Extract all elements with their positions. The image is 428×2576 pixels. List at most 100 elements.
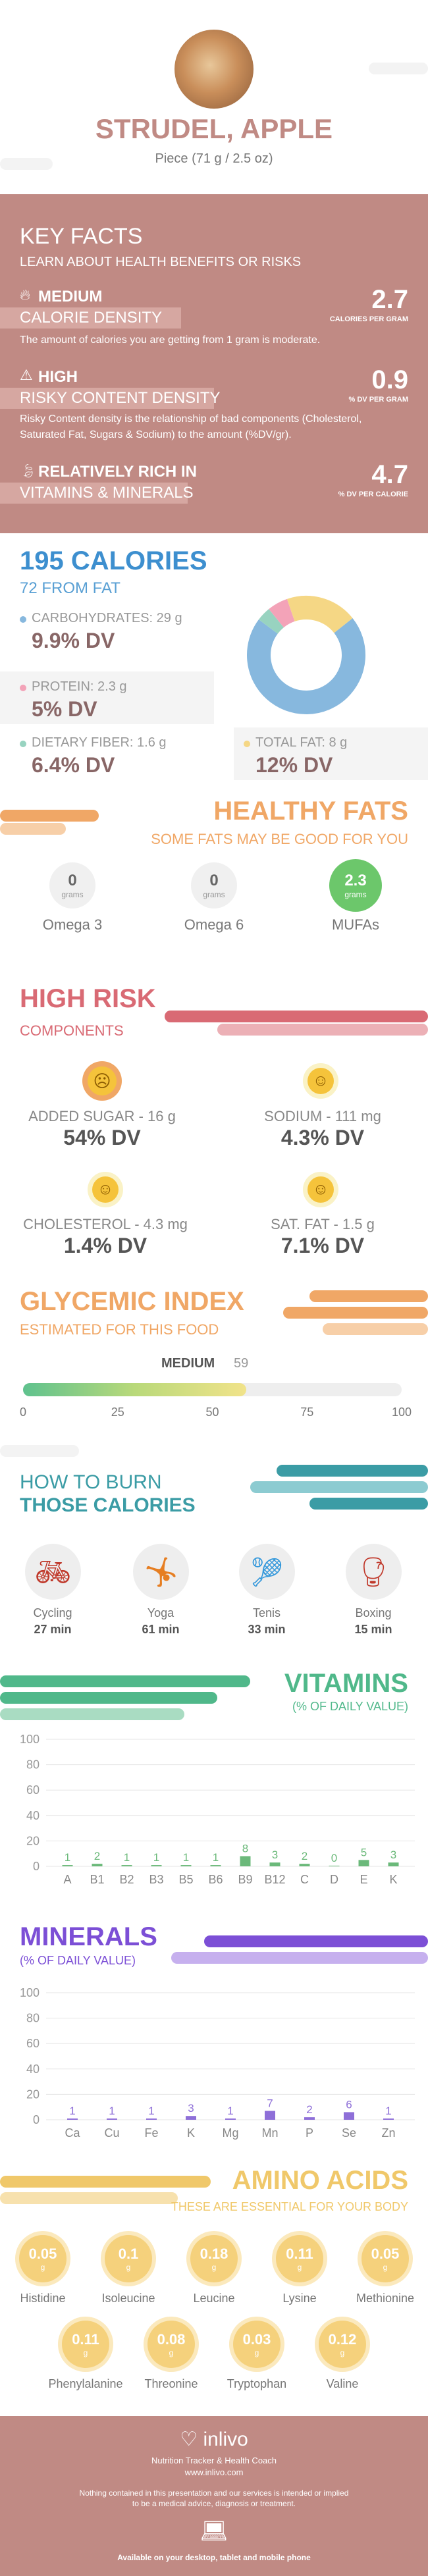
added-sugar-dv: 54% DV: [63, 1126, 141, 1149]
y-tick-label: 100: [20, 1986, 40, 1999]
vitamin-bar-value: 5: [361, 1846, 367, 1858]
footer-available: Available on your desktop, tablet and mo…: [117, 2553, 311, 2562]
omega6-value: 0: [209, 872, 219, 889]
mineral-bar-value: 1: [148, 2105, 154, 2117]
decor-stripe: [217, 1024, 428, 1036]
protein-dot: [20, 685, 26, 691]
yoga-time: 61 min: [142, 1623, 180, 1636]
risky-content-unit: % DV PER GRAM: [348, 396, 408, 404]
mufas-value: 2.3: [344, 872, 367, 889]
y-tick-label: 80: [26, 1758, 40, 1772]
amino-unit: g: [383, 2263, 388, 2272]
decor-stripe: [165, 1011, 428, 1022]
mineral-bar-value: 1: [385, 2105, 391, 2117]
omega3-label: Omega 3: [42, 916, 103, 933]
vitamin-bar-E: [358, 1860, 369, 1866]
decor-stripe: [0, 1675, 250, 1687]
mineral-bar-label: Se: [342, 2126, 356, 2140]
amino-bubble: 0.18 g: [190, 2235, 238, 2282]
amino-label: Isoleucine: [101, 2292, 155, 2305]
amino-value: 0.03: [242, 2331, 271, 2348]
mineral-bar-label: Zn: [381, 2126, 395, 2140]
y-tick-label: 0: [33, 1860, 40, 1873]
cycling-time: 27 min: [34, 1623, 72, 1636]
carbs-dv: 9.9% DV: [32, 629, 115, 652]
vitamin-bar-value: 1: [153, 1851, 159, 1864]
vitamin-bar-B1: [92, 1864, 103, 1866]
heart-icon: ♡: [180, 2429, 198, 2450]
footer: ♡ inlivo Nutrition Tracker & Health Coac…: [0, 2416, 428, 2576]
mineral-bar-value: 1: [109, 2105, 115, 2117]
decor-stripe: [250, 1481, 428, 1493]
vitamin-bar-label: B9: [238, 1873, 252, 1886]
mineral-bar-Ca: [67, 2118, 78, 2120]
glycemic-section: GLYCEMIC INDEX ESTIMATED FOR THIS FOOD M…: [0, 1287, 428, 1445]
vitamin-bar-C: [299, 1864, 310, 1866]
mineral-bar-value: 2: [306, 2103, 312, 2116]
donut-slice-fat: [286, 596, 353, 634]
vitamin-bar-value: 3: [390, 1849, 396, 1861]
decor-stripe: [204, 1935, 428, 1947]
decor-stripe: [0, 810, 99, 822]
high-risk-title: HIGH RISK: [20, 984, 156, 1013]
burn-title-line2: THOSE CALORIES: [20, 1494, 196, 1516]
amino-value: 0.18: [200, 2246, 228, 2262]
decor-stripe: [277, 1465, 428, 1477]
omega6-label: Omega 6: [184, 916, 244, 933]
calorie-density-label-bg: [0, 307, 181, 329]
amino-subtitle: THESE ARE ESSENTIAL FOR YOUR BODY: [171, 2200, 408, 2213]
calories-from-fat: 72 FROM FAT: [20, 579, 120, 597]
vitamin-bar-value: 2: [94, 1850, 100, 1862]
fat-dot: [244, 741, 250, 747]
healthy-fats-title: HEALTHY FATS: [213, 797, 408, 826]
y-tick-label: 60: [26, 2037, 40, 2050]
amino-bubble: 0.11 g: [62, 2321, 109, 2368]
key-facts-subtitle: LEARN ABOUT HEALTH BENEFITS OR RISKS: [20, 255, 302, 269]
mufas-unit: grams: [344, 890, 367, 899]
amino-unit: g: [83, 2348, 88, 2357]
vitamin-bar-label: B2: [119, 1873, 134, 1886]
protein-dv: 5% DV: [32, 697, 97, 721]
calories-title: 195 CALORIES: [20, 546, 207, 575]
mineral-bar-label: Mn: [261, 2126, 278, 2140]
amino-label: Leucine: [193, 2292, 235, 2305]
mineral-bar-value: 1: [227, 2105, 233, 2117]
healthy-fats-section: HEALTHY FATS SOME FATS MAY BE GOOD FOR Y…: [0, 797, 428, 951]
high-risk-section: HIGH RISK COMPONENTS ☹ ADDED SUGAR - 16 …: [0, 984, 428, 1261]
vitamins-minerals-label: VITAMINS & MINERALS: [20, 484, 194, 502]
amino-unit: g: [126, 2263, 131, 2272]
mineral-bar-label: P: [306, 2126, 313, 2140]
healthy-fats-subtitle: SOME FATS MAY BE GOOD FOR YOU: [151, 831, 408, 847]
vitamin-bar-value: 3: [272, 1849, 278, 1861]
boxing-label: Boxing: [355, 1606, 392, 1619]
yoga-icon: 🤸︎: [133, 1544, 189, 1600]
happy-face-icon: ☺: [88, 1172, 123, 1207]
risky-content-label: RISKY CONTENT DENSITY: [20, 389, 221, 407]
omega3-unit: grams: [61, 890, 84, 899]
tennis-time: 33 min: [248, 1623, 286, 1636]
y-tick-label: 40: [26, 1809, 40, 1822]
donut-slice-protein: [269, 598, 296, 628]
decor-stripe: [369, 63, 428, 74]
glycemic-tick-label: 75: [300, 1406, 314, 1419]
amino-value: 0.12: [328, 2331, 357, 2348]
risky-content-value: 0.9: [371, 365, 408, 394]
high-risk-subtitle: COMPONENTS: [20, 1022, 124, 1039]
glycemic-subtitle: ESTIMATED FOR THIS FOOD: [20, 1321, 219, 1338]
footer-url[interactable]: www.inlivo.com: [184, 2467, 244, 2477]
decor-stripe: [309, 1290, 428, 1302]
vitamin-bar-value: 1: [124, 1851, 130, 1864]
decor-stripe: [0, 158, 53, 170]
mineral-bar-P: [304, 2117, 315, 2120]
vitamin-bar-value: 2: [302, 1850, 308, 1862]
vitamin-bar-value: 1: [183, 1851, 189, 1864]
vitamin-bar-label: D: [330, 1873, 338, 1886]
fiber-dv: 6.4% DV: [32, 753, 115, 777]
fiber-label: DIETARY FIBER: 1.6 g: [32, 735, 167, 750]
y-tick-label: 80: [26, 2012, 40, 2025]
amino-label: Tryptophan: [227, 2377, 287, 2390]
vitamin-bar-label: B3: [149, 1873, 163, 1886]
cholesterol-label: CHOLESTEROL - 4.3 mg: [23, 1216, 188, 1232]
amino-label: Valine: [326, 2377, 359, 2390]
y-tick-label: 20: [26, 2088, 40, 2101]
